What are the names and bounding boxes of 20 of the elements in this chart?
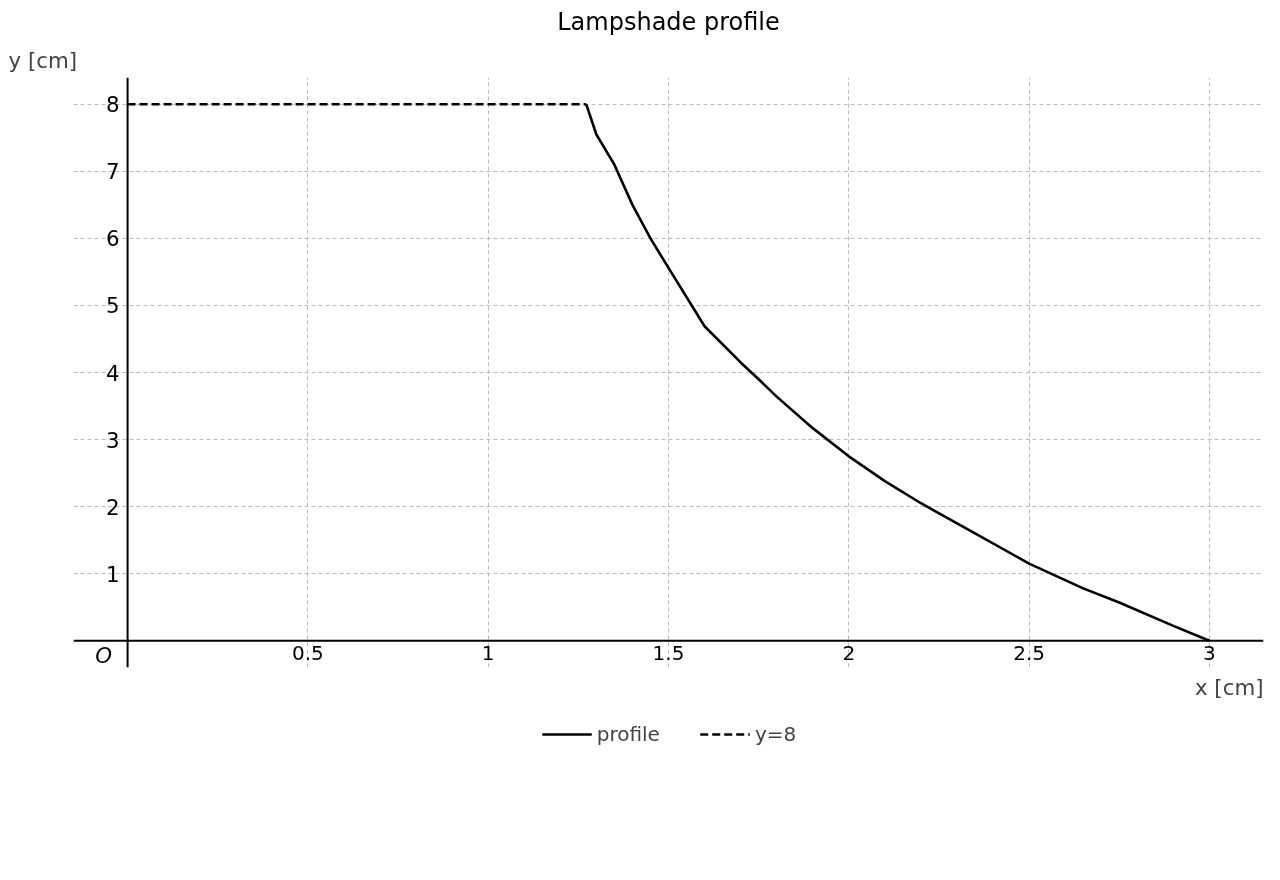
x-tick-label: 2 bbox=[842, 640, 856, 665]
y-tick-label: 8 bbox=[106, 92, 120, 118]
y-tick-label: 5 bbox=[106, 293, 120, 319]
chart-title: Lampshade profile bbox=[557, 7, 780, 36]
y-tick-label: 7 bbox=[106, 159, 120, 185]
x-tick-label: 2.5 bbox=[1013, 640, 1046, 665]
annotation: O bbox=[95, 643, 112, 669]
y-tick-label: 3 bbox=[106, 427, 120, 453]
y-tick-label: 6 bbox=[106, 226, 120, 252]
legend-label: y=8 bbox=[754, 722, 797, 746]
x-tick-label: 0.5 bbox=[291, 640, 324, 665]
x-axis-title: x [cm] bbox=[1194, 674, 1264, 700]
y-tick-label: 1 bbox=[106, 561, 120, 587]
legend-label: profile bbox=[596, 722, 660, 746]
x-tick-label: 1 bbox=[481, 640, 495, 665]
y-tick-label: 2 bbox=[106, 494, 120, 520]
y-axis-title: y [cm] bbox=[8, 47, 78, 73]
x-tick-label: 3 bbox=[1203, 640, 1216, 665]
y-tick-label: 4 bbox=[106, 360, 120, 386]
x-tick-label: 1.5 bbox=[652, 640, 685, 665]
